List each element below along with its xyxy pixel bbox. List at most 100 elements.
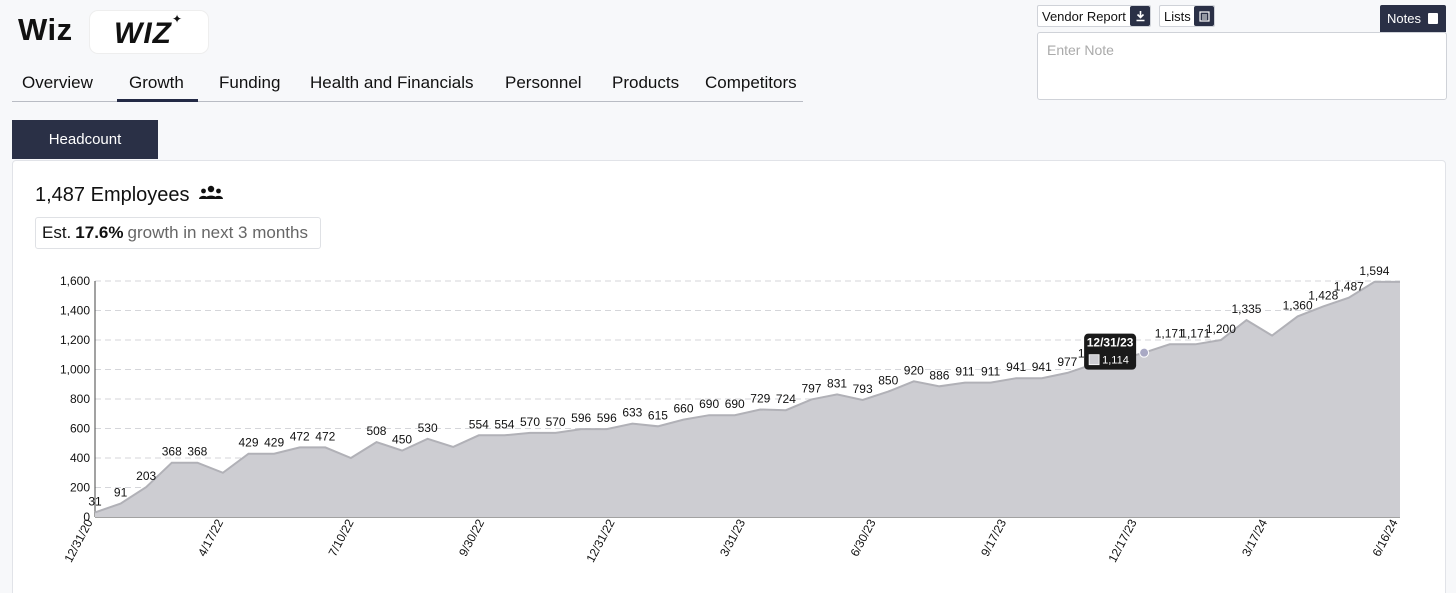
- data-label: 1,360: [1283, 298, 1313, 312]
- area-fill: [95, 281, 1400, 517]
- data-label: 920: [904, 363, 924, 377]
- growth-percent: 17.6%: [75, 223, 124, 242]
- x-tick-label: 9/30/22: [456, 517, 487, 559]
- tab-health-and-financials[interactable]: Health and Financials: [310, 73, 474, 92]
- x-tick-label: 12/31/22: [583, 517, 617, 565]
- data-label: 1,171: [1155, 326, 1185, 340]
- y-tick-label: 1,000: [60, 363, 90, 377]
- x-tick-label: 4/17/22: [195, 517, 226, 559]
- data-label: 91: [114, 486, 128, 500]
- tooltip-value: 1,114: [1102, 355, 1129, 367]
- data-label: 660: [674, 402, 694, 416]
- data-label: 941: [1006, 360, 1026, 374]
- lists-button[interactable]: Lists: [1159, 5, 1215, 27]
- tab-products[interactable]: Products: [612, 73, 680, 92]
- x-tick-label: 6/30/23: [847, 517, 878, 559]
- tab-growth[interactable]: Growth: [129, 73, 184, 92]
- y-tick-label: 0: [83, 510, 90, 524]
- data-label: 570: [546, 415, 566, 429]
- data-label: 429: [239, 436, 259, 450]
- note-icon: [1428, 13, 1438, 24]
- subtab-headcount[interactable]: Headcount: [12, 120, 158, 159]
- data-label: 472: [315, 429, 335, 443]
- data-label: 429: [264, 436, 284, 450]
- data-label: 472: [290, 429, 310, 443]
- data-label: 615: [648, 408, 668, 422]
- vendor-report-button[interactable]: Vendor Report: [1037, 5, 1151, 27]
- data-label: 554: [494, 417, 514, 431]
- employee-count-text: 1,487 Employees: [35, 184, 190, 206]
- data-label: 596: [571, 411, 591, 425]
- notes-button[interactable]: Notes: [1380, 5, 1446, 32]
- data-label: 633: [622, 406, 642, 420]
- y-tick-label: 1,600: [60, 274, 90, 288]
- data-label: 368: [187, 445, 207, 459]
- data-label: 1,171: [1180, 326, 1210, 340]
- tab-personnel[interactable]: Personnel: [505, 73, 582, 92]
- data-label: 886: [929, 368, 949, 382]
- data-label: 729: [750, 391, 770, 405]
- data-label: 977: [1057, 355, 1077, 369]
- list-icon: [1194, 6, 1214, 26]
- data-label: 530: [418, 421, 438, 435]
- data-label: 450: [392, 433, 412, 447]
- area-line: [94, 280, 1400, 514]
- y-tick-label: 200: [70, 481, 90, 495]
- x-tick-label: 12/17/23: [1105, 517, 1139, 565]
- download-icon: [1130, 6, 1150, 26]
- data-label: 793: [853, 382, 873, 396]
- growth-est-label: Est.: [42, 223, 72, 242]
- x-tick-label: 3/17/24: [1239, 517, 1270, 559]
- x-tick-label: 6/16/24: [1369, 517, 1400, 559]
- data-label: 1,487: [1334, 280, 1364, 294]
- data-label: 831: [827, 376, 847, 390]
- data-label: 1,594: [1359, 264, 1389, 278]
- tab-competitors[interactable]: Competitors: [705, 73, 797, 92]
- logo-text: WIZ: [114, 17, 172, 50]
- data-label: 724: [776, 392, 796, 406]
- data-label: 941: [1032, 360, 1052, 374]
- employee-count: 1,487 Employees: [35, 184, 224, 207]
- company-name: Wiz: [18, 12, 73, 47]
- x-tick-label: 12/31/20: [61, 517, 95, 565]
- y-tick-label: 400: [70, 451, 90, 465]
- main-tabs: Overview Growth Funding Health and Finan…: [12, 62, 803, 102]
- data-label: 31: [88, 494, 102, 508]
- data-label: 690: [725, 397, 745, 411]
- tab-overview[interactable]: Overview: [22, 73, 93, 92]
- tooltip-marker: [1139, 347, 1150, 358]
- data-label: 911: [955, 365, 974, 379]
- growth-estimate: Est. 17.6% growth in next 3 months: [35, 217, 321, 249]
- data-label: 368: [162, 445, 182, 459]
- tab-funding[interactable]: Funding: [219, 73, 281, 92]
- data-label: 1,200: [1206, 322, 1236, 336]
- tooltip-date: 12/31/23: [1087, 336, 1134, 350]
- data-label: 690: [699, 397, 719, 411]
- data-label: 850: [878, 374, 898, 388]
- data-label: 1,335: [1231, 302, 1261, 316]
- people-icon: [198, 184, 224, 207]
- vendor-report-label: Vendor Report: [1042, 8, 1126, 24]
- company-logo: WIZ ✦: [90, 11, 208, 53]
- sparkle-icon: ✦: [172, 12, 183, 26]
- y-tick-label: 1,200: [60, 333, 90, 347]
- tooltip-swatch: [1088, 354, 1100, 366]
- data-label: 797: [801, 381, 821, 395]
- active-tab-indicator: [117, 99, 198, 102]
- data-label: 911: [981, 365, 1000, 379]
- x-tick-label: 7/10/22: [325, 517, 356, 559]
- notes-label: Notes: [1387, 11, 1421, 26]
- data-label: 508: [366, 424, 386, 438]
- growth-description: growth in next 3 months: [127, 223, 308, 242]
- lists-label: Lists: [1164, 8, 1191, 24]
- x-tick-label: 3/31/23: [717, 517, 748, 559]
- note-input[interactable]: [1037, 32, 1447, 100]
- data-label: 570: [520, 415, 540, 429]
- data-label: 1,428: [1308, 288, 1338, 302]
- data-label: 554: [469, 417, 489, 431]
- y-tick-label: 600: [70, 422, 90, 436]
- x-tick-label: 9/17/23: [978, 517, 1009, 559]
- y-tick-label: 800: [70, 392, 90, 406]
- data-label: 596: [597, 411, 617, 425]
